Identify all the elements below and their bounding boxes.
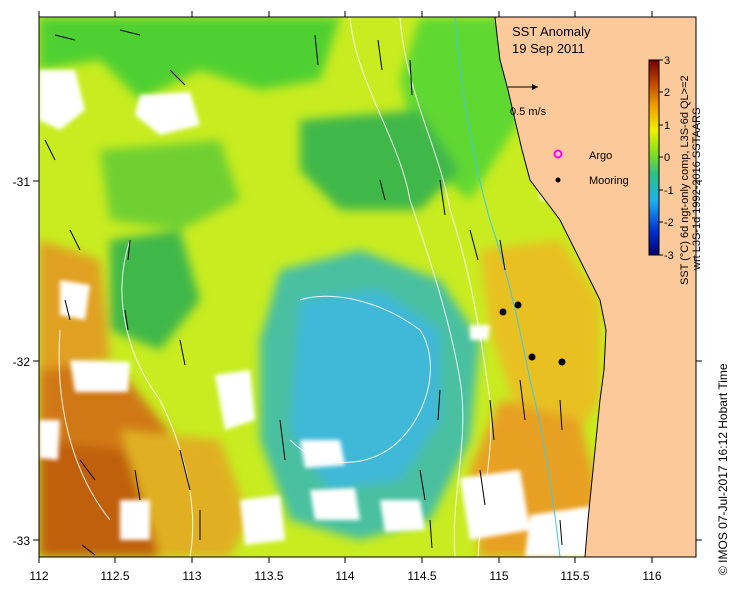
x-tick-label: 112 — [29, 569, 48, 583]
colorbar-tick: 0 — [664, 152, 670, 164]
x-tick-label: 113.5 — [254, 569, 283, 583]
colorbar-tick: 3 — [664, 55, 670, 67]
colorbar-tick: -2 — [664, 217, 674, 229]
y-tick-label: -33 — [13, 534, 31, 548]
y-axis-labels: -31 -32 -33 — [13, 175, 31, 548]
current-vectors — [44, 29, 563, 556]
colorbar-gradient — [648, 59, 660, 256]
colorbar-tick: 1 — [664, 120, 670, 132]
y-tick-label: -31 — [13, 175, 31, 189]
mooring-markers — [499, 301, 566, 366]
x-tick-label: 113 — [182, 569, 201, 583]
x-tick-label: 114 — [335, 569, 354, 583]
colorbar-tick: -3 — [664, 250, 674, 262]
mooring-marker — [528, 353, 536, 361]
colorbar-tick: 2 — [664, 87, 670, 99]
mooring-marker — [499, 308, 507, 316]
x-axis-ticks — [38, 11, 653, 563]
x-tick-label: 115 — [489, 569, 508, 583]
y-tick-label: -32 — [13, 355, 31, 369]
x-tick-label: 114.5 — [407, 569, 436, 583]
y-axis-ticks — [33, 180, 702, 541]
x-axis-labels: 112 112.5 113 113.5 114 114.5 115 115.5 … — [29, 569, 661, 583]
credit-text: © IMOS 07-Jul-2017 16:12 Hobart Time — [716, 363, 730, 575]
map-title: SST Anomaly — [512, 24, 591, 39]
no-data-patches — [39, 70, 615, 557]
land-mass — [494, 17, 696, 557]
velocity-scale-label: 0.5 m/s — [510, 106, 547, 118]
colorbar: 3 2 1 0 -1 -2 -3 SST (°C) 6d ngt-only co… — [648, 55, 703, 285]
x-tick-label: 116 — [642, 569, 661, 583]
legend-argo-label: Argo — [589, 150, 612, 162]
legend-mooring-label: Mooring — [589, 175, 629, 187]
colorbar-tick: -1 — [664, 185, 674, 197]
plot-frame — [38, 16, 697, 558]
marker-legend: Argo Mooring — [553, 149, 629, 187]
mooring-marker-icon — [555, 177, 561, 183]
map-date: 19 Sep 2011 — [512, 41, 585, 56]
mooring-marker — [558, 358, 566, 366]
velocity-scale: 0.5 m/s — [508, 84, 547, 118]
depth-contours — [58, 17, 492, 557]
mooring-marker — [514, 301, 522, 309]
map-plot-area — [39, 17, 696, 557]
colorbar-label-line2: wrt L3S-1d 1992-2016 SSTAARS — [691, 108, 703, 271]
x-tick-label: 112.5 — [100, 569, 129, 583]
colorbar-label-line1: SST (°C) 6d ngt-only comp, L3S-6d QL>=2 — [679, 75, 691, 285]
shelf-contour — [454, 17, 561, 557]
argo-marker-icon — [553, 149, 563, 159]
x-tick-label: 115.5 — [560, 569, 589, 583]
